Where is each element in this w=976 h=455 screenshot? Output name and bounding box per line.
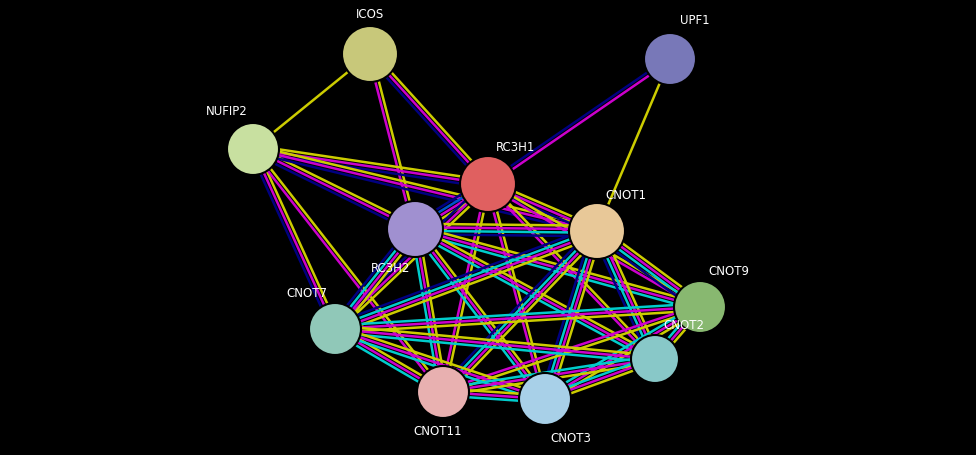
Text: NUFIP2: NUFIP2 [206,105,248,118]
Text: CNOT3: CNOT3 [550,431,590,444]
Text: ICOS: ICOS [356,8,385,21]
Circle shape [631,335,679,383]
Text: RC3H2: RC3H2 [371,262,410,274]
Circle shape [342,27,398,83]
Text: CNOT2: CNOT2 [663,318,704,331]
Circle shape [569,203,625,259]
Circle shape [387,202,443,258]
Text: UPF1: UPF1 [680,14,710,27]
Circle shape [309,303,361,355]
Circle shape [460,157,516,212]
Circle shape [674,281,726,333]
Circle shape [227,124,279,176]
Text: CNOT1: CNOT1 [605,188,646,202]
Text: CNOT9: CNOT9 [708,264,749,278]
Circle shape [417,366,469,418]
Text: CNOT11: CNOT11 [414,424,463,437]
Text: RC3H1: RC3H1 [496,141,536,154]
Text: CNOT7: CNOT7 [286,286,327,299]
Circle shape [644,34,696,86]
Circle shape [519,373,571,425]
